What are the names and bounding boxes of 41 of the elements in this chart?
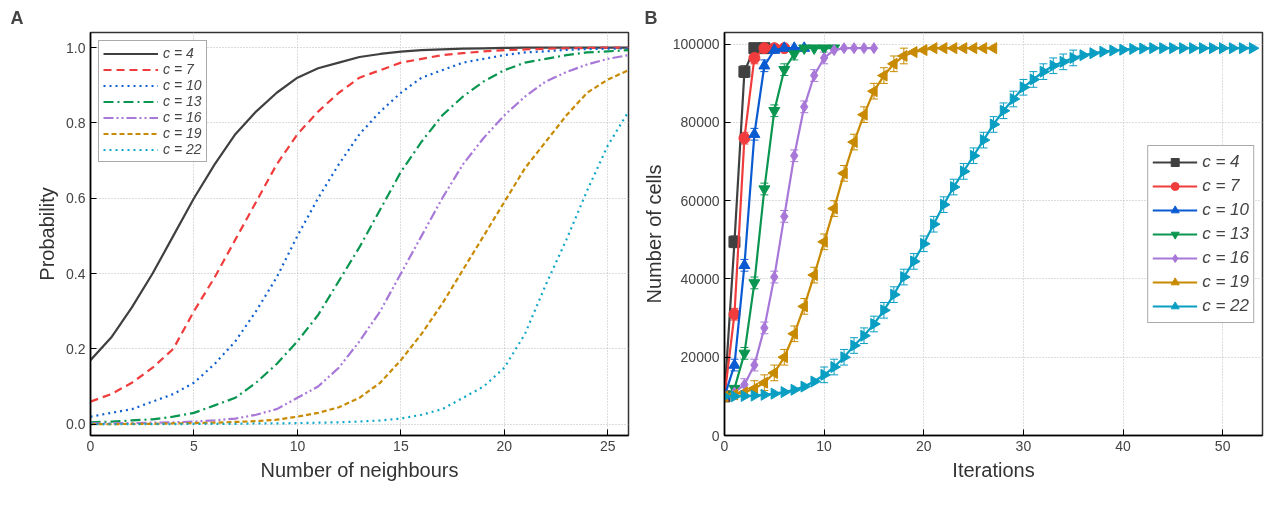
legend-label: c = 22 <box>163 141 202 157</box>
legend-label: c = 13 <box>1202 222 1249 245</box>
x-tick-label: 20 <box>915 437 932 454</box>
y-tick-label: 1.0 <box>66 39 86 56</box>
x-tick-label: 25 <box>600 437 616 454</box>
legend-label: c = 16 <box>1202 246 1249 269</box>
text: A <box>10 7 24 28</box>
x-axis-title: Iterations <box>952 458 1035 481</box>
y-tick-label: 0.4 <box>66 265 86 282</box>
y-tick-label: 0.8 <box>66 114 86 131</box>
y-tick-label: 60000 <box>680 192 720 209</box>
x-tick-label: 5 <box>190 437 199 454</box>
y-tick-label: 0.2 <box>66 340 86 357</box>
legend-label: c = 19 <box>163 125 202 141</box>
y-axis-title: Number of cells <box>642 164 665 304</box>
legend-label: c = 10 <box>1202 198 1249 221</box>
legend-label: c = 4 <box>163 45 194 61</box>
legend-label: c = 19 <box>1202 270 1249 293</box>
x-tick-label: 10 <box>816 437 833 454</box>
y-tick-label: 20000 <box>680 349 720 366</box>
y-tick-label: 40000 <box>680 271 720 287</box>
legend-label: c = 7 <box>163 61 194 77</box>
x-tick-label: 20 <box>496 437 513 454</box>
x-tick-label: 10 <box>289 437 306 454</box>
legend-label: c = 4 <box>1202 150 1240 173</box>
x-tick-label: 50 <box>1214 437 1231 454</box>
legend-label: c = 13 <box>163 93 202 109</box>
legend-label: c = 10 <box>163 77 202 93</box>
x-tick-label: 40 <box>1115 437 1132 454</box>
y-tick-label: 80000 <box>680 114 720 131</box>
x-axis-title: Number of neighbours <box>260 458 459 481</box>
y-tick-label: 100000 <box>672 36 720 53</box>
y-axis-title: Probability <box>36 187 59 281</box>
text: B <box>644 7 658 28</box>
legend-label: c = 7 <box>1202 174 1240 197</box>
legend-label: c = 22 <box>1202 294 1249 317</box>
y-tick-label: 0.0 <box>66 416 86 433</box>
legend-label: c = 16 <box>163 109 202 125</box>
x-tick-label: 30 <box>1015 437 1032 454</box>
y-tick-label: 0.6 <box>66 190 86 207</box>
x-tick-label: 15 <box>393 437 409 454</box>
